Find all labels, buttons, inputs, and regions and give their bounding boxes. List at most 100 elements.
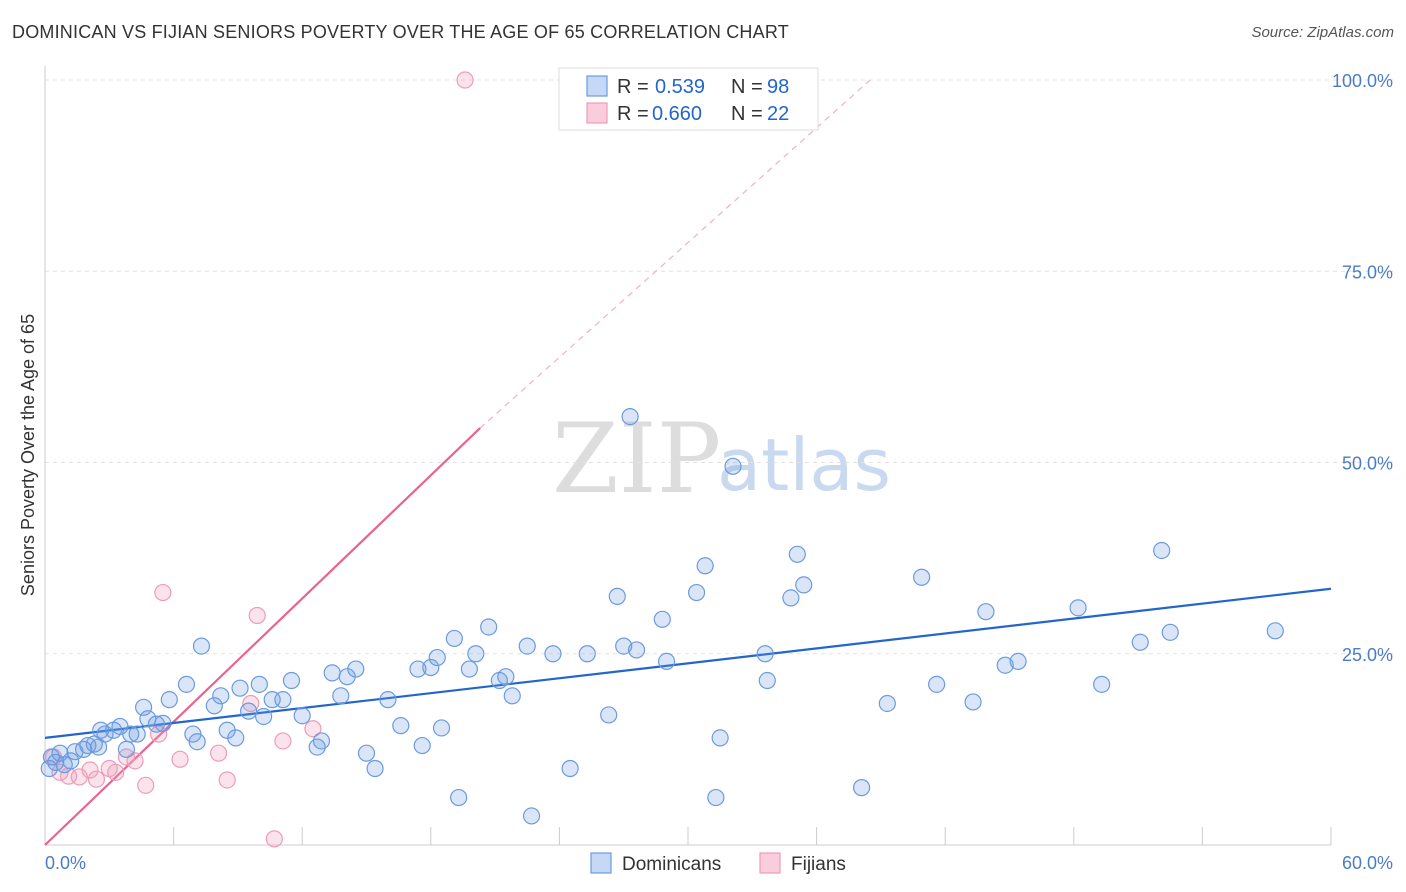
legend-n-label: N = [731, 76, 763, 98]
dominicans-point [996, 656, 1014, 674]
dominicans-point [467, 645, 485, 663]
dominicans-point [154, 714, 172, 732]
dominicans-point [413, 736, 431, 755]
legend-n-label: N = [731, 103, 763, 125]
dominicans-point [561, 759, 579, 778]
axes [44, 66, 1332, 846]
y-axis-title: Seniors Poverty Over the Age of 65 [18, 314, 38, 596]
legend-n-value: 22 [767, 103, 789, 125]
y-tick-labels: 25.0% 50.0% 75.0% 100.0% [1332, 71, 1393, 665]
dominicans-point [1069, 599, 1087, 617]
dominicans-point [357, 744, 376, 762]
dominicans-point [977, 603, 995, 621]
dominicans-point [428, 648, 446, 667]
dominicans-point [928, 675, 946, 693]
dominicans-point [756, 645, 774, 663]
dominicans-point [782, 589, 800, 607]
y-tick-label: 25.0% [1342, 645, 1393, 665]
dominicans-point [160, 691, 178, 709]
dominicans-point [621, 408, 639, 426]
x-tick-label: 60.0% [1342, 853, 1393, 873]
dominicans-point [1131, 633, 1149, 651]
fijians-trend-extension [479, 79, 871, 429]
legend-n-value: 98 [767, 76, 789, 98]
dominicans-point [1153, 541, 1171, 560]
y-tick-label: 50.0% [1342, 454, 1393, 474]
dominicans-point [615, 637, 633, 655]
dominicans-point [379, 691, 397, 709]
fijians-point [304, 720, 322, 738]
dominicans-point [250, 675, 268, 693]
dominicans-point [122, 725, 140, 743]
legend-r-label: R = [617, 103, 649, 125]
dominicans-point [282, 671, 301, 690]
watermark-atlas: atlas [717, 423, 891, 507]
dominicans-point [608, 587, 626, 605]
legend-swatch-fijians [586, 102, 608, 124]
dominicans-point [1266, 622, 1284, 640]
dominicans-point [192, 637, 211, 655]
dominicans-point [117, 740, 136, 758]
dominicans-point [788, 545, 806, 563]
dominicans-point [255, 707, 273, 726]
dominicans-point [79, 736, 97, 755]
dominicans-point [878, 694, 896, 713]
dominicans-point [460, 660, 478, 678]
dominicans-point [657, 652, 676, 671]
dominicans-points [40, 408, 1284, 825]
dominicans-point [96, 725, 114, 743]
fijians-point [107, 763, 125, 781]
dominicans-point [147, 715, 166, 733]
dominicans-point [366, 759, 384, 778]
dominicans-point [188, 733, 206, 751]
dominicans-point [853, 779, 871, 797]
dominicans-point [480, 618, 498, 636]
dominicans-point [518, 637, 536, 655]
dominicans-point [422, 658, 440, 677]
fijians-trend-line [44, 427, 481, 846]
dominicans-point [653, 610, 671, 628]
dominicans-point [522, 807, 541, 825]
dominicans-point [544, 645, 562, 663]
y-tick-label: 100.0% [1332, 71, 1393, 91]
dominicans-point [338, 668, 356, 686]
fijians-point [265, 830, 283, 848]
dominicans-point [392, 717, 410, 735]
dominicans-point [231, 679, 249, 697]
bottom-legend-fijians: Fijians [791, 854, 846, 875]
dominicans-point [274, 691, 292, 709]
dominicans-point [409, 660, 427, 678]
legend: R = 0.539 N = 98 R = 0.660 N = 22 [558, 67, 819, 131]
dominicans-point [795, 576, 813, 594]
dominicans-point [497, 668, 515, 686]
dominicans-point [687, 583, 706, 602]
dominicans-point [332, 687, 350, 705]
dominicans-point [227, 729, 245, 747]
source-credit: Source: ZipAtlas.com [1251, 24, 1394, 41]
dominicans-point [578, 645, 596, 663]
dominicans-point [240, 702, 258, 720]
fijians-point [154, 583, 172, 602]
fijians-point [248, 606, 266, 625]
x-tick-labels: 0.0% 60.0% [45, 853, 1393, 873]
dominicans-trend-line [44, 587, 1332, 739]
chart-title: DOMINICAN VS FIJIAN SENIORS POVERTY OVER… [12, 22, 789, 42]
dominicans-point [758, 671, 776, 690]
dominicans-point [913, 568, 931, 586]
dominicans-point [627, 641, 646, 659]
fijians-points [44, 71, 474, 848]
dominicans-point [450, 788, 468, 807]
dominicans-point [212, 687, 230, 705]
bottom-legend-swatch-fijians [759, 852, 781, 874]
fijians-point [126, 752, 144, 770]
dominicans-point [724, 457, 742, 475]
bottom-legend-dominicans: Dominicans [622, 854, 721, 875]
legend-r-value: 0.539 [655, 76, 705, 98]
dominicans-point [323, 664, 341, 682]
y-tick-label: 75.0% [1342, 262, 1393, 282]
fijians-point [210, 744, 228, 762]
dominicans-point [40, 759, 58, 778]
fijians-point [218, 771, 236, 789]
fijians-point [456, 71, 474, 89]
